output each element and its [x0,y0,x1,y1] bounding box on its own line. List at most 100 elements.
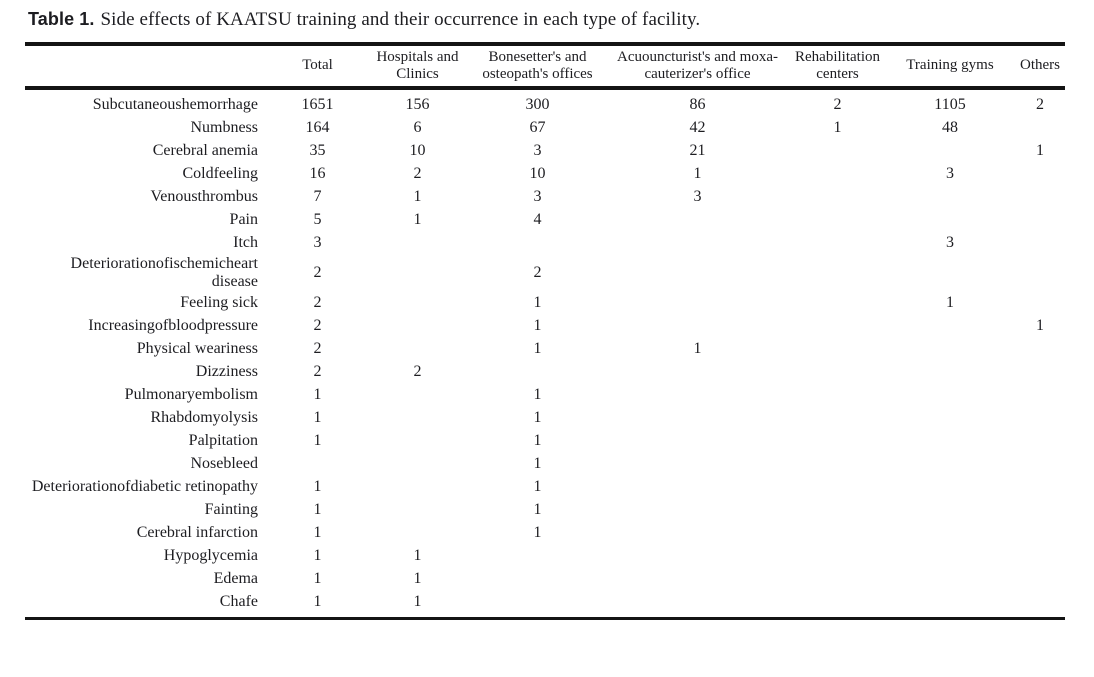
occurrence-value: 1 [693,340,702,358]
occurrence-value: 2 [413,363,422,381]
occurrence-value: 3 [693,188,702,206]
occurrence-value: 1 [533,409,542,427]
side-effect-label: Physical weariness [136,340,258,358]
side-effect-label: Subcutaneoushemorrhage [92,96,258,114]
occurrence-value [1015,209,1065,232]
occurrence-value: 2 [833,96,842,114]
occurrence-value: 2 [313,363,322,381]
occurrence-value [790,453,885,476]
side-effect-label: Deteriorationofdiabetic retinopathy [31,478,258,496]
occurrence-value [790,232,885,255]
table-row: Palpitation 1 1 [25,430,1065,453]
table-row: Cerebral infarction 1 1 [25,522,1065,545]
occurrence-value [885,186,1015,209]
occurrence-value [790,430,885,453]
side-effect-label: Feeling sick [180,294,258,312]
occurrence-value: 86 [689,96,706,114]
side-effect-label: Chafe [219,593,258,611]
occurrence-value: 3 [946,234,954,252]
occurrence-value [1015,591,1065,619]
occurrence-value: 1 [313,547,322,565]
occurrence-value [470,361,605,384]
occurrence-value [885,545,1015,568]
side-effect-label: Nosebleed [190,455,258,473]
occurrence-value [1015,361,1065,384]
occurrence-value [365,292,470,315]
occurrence-value [365,499,470,522]
column-header: Rehabilitation centers [795,48,880,82]
table-row: Hypoglycemia 1 1 [25,545,1065,568]
occurrence-value: 2 [313,294,322,312]
occurrence-value: 1 [533,294,542,312]
occurrence-value [790,568,885,591]
side-effect-label: Edema [213,570,258,588]
side-effect-label: Cerebral infarction [136,524,258,542]
occurrence-value: 1 [413,570,422,588]
table-caption-text: Side effects of KAATSU training and thei… [100,9,701,30]
occurrence-value [790,591,885,619]
occurrence-value: 2 [413,165,422,183]
occurrence-value: 1 [313,478,322,496]
occurrence-value: 35 [309,142,326,160]
occurrence-value [605,232,790,255]
occurrence-value: 6 [413,119,422,137]
occurrence-value [365,453,470,476]
occurrence-value: 2 [1036,96,1044,114]
occurrence-value [1015,568,1065,591]
occurrence-value [605,315,790,338]
occurrence-value [1015,453,1065,476]
side-effect-label: Rhabdomyolysis [150,409,258,427]
occurrence-value: 3 [533,188,542,206]
side-effect-label: Coldfeeling [182,165,258,183]
table-row: Deteriorationofischemicheart disease 2 2 [25,255,1065,292]
occurrence-value [790,163,885,186]
table-row: Fainting 1 1 [25,499,1065,522]
occurrence-value: 2 [313,317,322,335]
table-row: Chafe 1 1 [25,591,1065,619]
occurrence-value: 1 [413,211,422,229]
occurrence-value [885,568,1015,591]
occurrence-value: 1 [313,386,322,404]
occurrence-value [1015,430,1065,453]
table-row: Deteriorationofdiabetic retinopathy 1 1 [25,476,1065,499]
occurrence-value [605,361,790,384]
occurrence-value [885,476,1015,499]
occurrence-value [790,522,885,545]
side-effect-label: Hypoglycemia [163,547,258,565]
occurrence-value: 1 [946,294,954,312]
occurrence-value [885,209,1015,232]
table-caption-number: Table 1. [28,9,95,29]
occurrence-value: 1 [693,165,702,183]
side-effect-label: Palpitation [188,432,258,450]
occurrence-value [790,186,885,209]
occurrence-value [790,499,885,522]
occurrence-value [790,361,885,384]
side-effect-label: Cerebral anemia [152,142,258,160]
occurrence-value: 1 [533,455,542,473]
occurrence-value [885,499,1015,522]
occurrence-value [790,292,885,315]
occurrence-value [790,407,885,430]
row-label-column-header [25,44,270,88]
occurrence-value: 1 [313,409,322,427]
occurrence-value [605,430,790,453]
table-row: Coldfeeling 16 2 10 1 3 [25,163,1065,186]
occurrence-value: 10 [529,165,546,183]
occurrence-value [605,384,790,407]
occurrence-value: 1 [1036,142,1044,160]
column-header: Acuouncturist's and moxa-cauterizer's of… [616,48,778,82]
table-row: Physical weariness 2 1 1 [25,338,1065,361]
occurrence-value [605,255,790,292]
occurrence-value: 1 [413,593,422,611]
occurrence-value: 2 [313,340,322,358]
occurrence-value [365,232,470,255]
occurrence-value: 42 [689,119,706,137]
occurrence-value: 1 [533,432,542,450]
occurrence-value: 1 [833,119,842,137]
occurrence-value [1015,255,1065,292]
occurrence-value: 1 [313,593,322,611]
occurrence-value [605,209,790,232]
side-effect-label: Numbness [190,119,258,137]
table-row: Cerebral anemia 35 10 3 21 1 [25,140,1065,163]
side-effect-label: Pulmonaryembolism [124,386,258,404]
